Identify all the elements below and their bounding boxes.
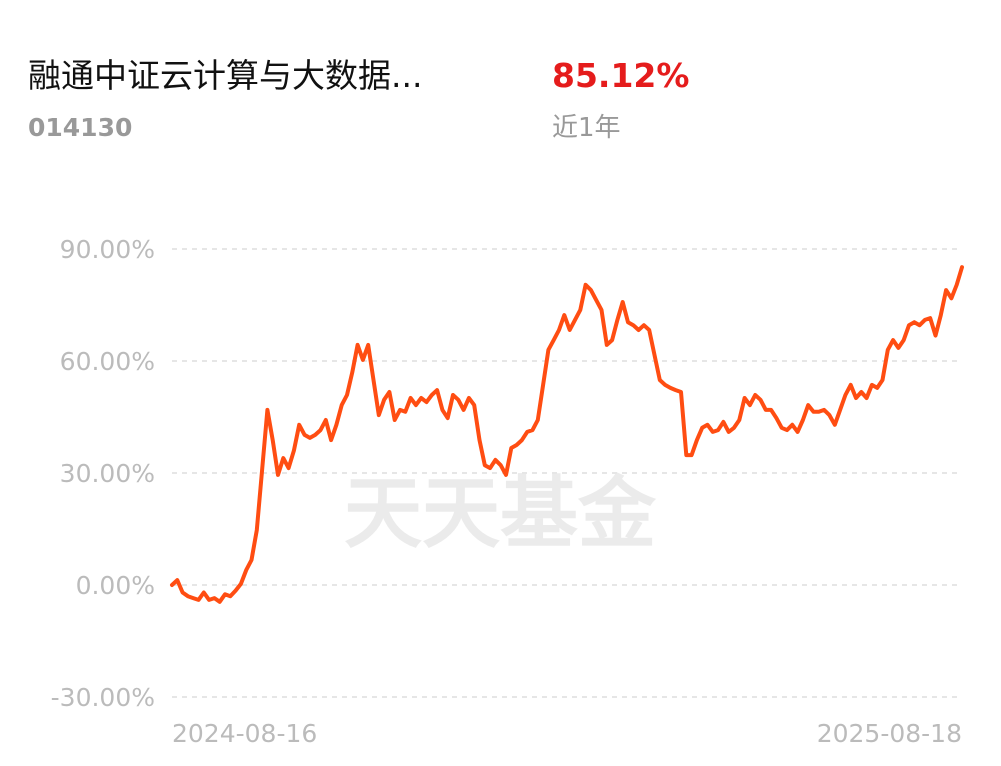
y-tick-label: -30.00% (51, 683, 155, 712)
y-tick-label: 60.00% (60, 347, 155, 376)
fund-title: 融通中证云计算与大数据... (28, 56, 422, 95)
y-tick-label: 90.00% (60, 235, 155, 264)
line (170, 265, 964, 604)
y-tick-label: 0.00% (76, 571, 155, 600)
x-tick-label: 2025-08-18 (817, 719, 962, 748)
fund-return: 85.12% (552, 56, 689, 95)
fund-period: 近1年 (552, 113, 621, 143)
watermark: 天天基金 (344, 468, 657, 559)
x-tick-label: 2024-08-16 (172, 719, 317, 748)
fund-code: 014130 (28, 113, 132, 142)
y-tick-label: 30.00% (60, 459, 155, 488)
